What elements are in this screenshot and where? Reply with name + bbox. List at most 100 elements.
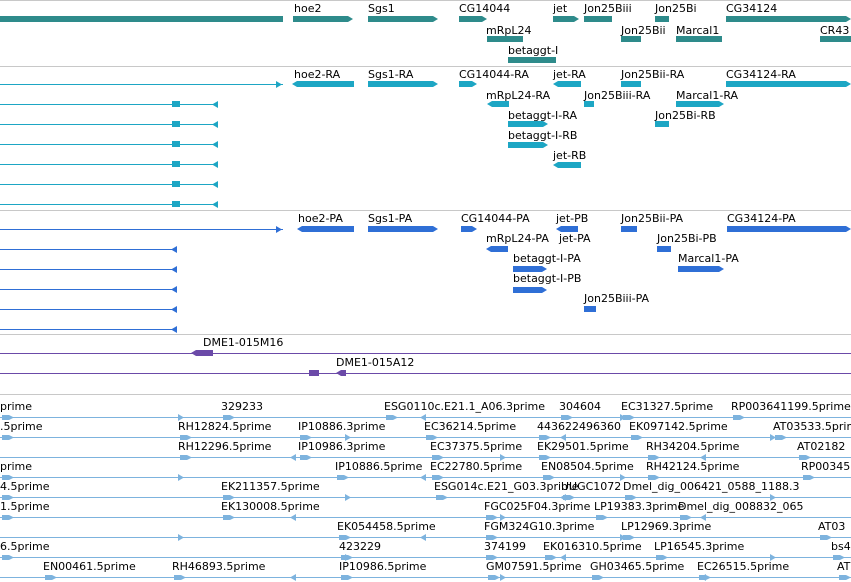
feature-label[interactable]: bs4 [831,540,851,553]
feature-glyph[interactable] [300,455,312,460]
feature-glyph[interactable] [727,226,851,232]
feature-label[interactable]: betaggt-I-PB [513,272,582,285]
feature-glyph[interactable] [584,306,596,312]
feature-glyph[interactable] [631,435,643,440]
feature-glyph[interactable] [733,415,745,420]
feature-glyph[interactable] [297,226,354,232]
feature-glyph[interactable] [553,81,581,87]
feature-glyph[interactable] [678,266,724,272]
feature-label[interactable]: betaggt-I-RB [508,129,578,142]
feature-label[interactable]: 304604 [559,400,601,413]
feature-label[interactable]: hoe2 [294,2,322,15]
feature-glyph[interactable] [625,495,637,500]
feature-label[interactable]: IP10886.3prime [298,420,386,433]
feature-glyph[interactable] [680,515,692,520]
feature-glyph[interactable] [0,16,283,22]
feature-glyph[interactable] [648,475,660,480]
feature-glyph[interactable] [539,455,551,460]
feature-label[interactable]: RH42124.5prime [646,460,740,473]
feature-glyph[interactable] [488,575,500,580]
feature-label[interactable]: EK016310.5prime [543,540,642,553]
feature-label[interactable]: AT03533.5prime [773,420,851,433]
feature-glyph[interactable] [803,475,815,480]
feature-label[interactable]: RH46893.5prime [172,560,266,573]
feature-label[interactable]: CG34124-RA [726,68,796,81]
feature-glyph[interactable] [655,121,669,127]
feature-label[interactable]: 423229 [339,540,381,553]
feature-label[interactable]: EC22780.5prime [430,460,523,473]
feature-label[interactable]: Jon25Bii-RA [621,68,685,81]
feature-glyph[interactable] [545,555,557,560]
feature-label[interactable]: Jon25Biii-PA [584,292,650,305]
feature-label[interactable]: Marcal1 [676,24,720,37]
feature-glyph[interactable] [648,455,660,460]
feature-label[interactable]: EN08504.5prime [541,460,634,473]
feature-label[interactable]: LP16545.3prime [654,540,745,553]
feature-glyph[interactable] [461,226,477,232]
feature-glyph[interactable] [584,101,594,107]
feature-label[interactable]: RP00345 [801,460,851,473]
feature-glyph[interactable] [172,181,180,187]
feature-glyph[interactable] [596,515,608,520]
feature-glyph[interactable] [839,575,851,580]
feature-label[interactable]: 374199 [484,540,526,553]
feature-glyph[interactable] [386,415,398,420]
feature-label[interactable]: Marcal1-PA [678,252,739,265]
feature-glyph[interactable] [172,201,180,207]
feature-label[interactable]: betaggt-I-RA [508,109,577,122]
feature-label[interactable]: 1.5prime [0,500,50,513]
feature-label[interactable]: betaggt-I-PA [513,252,581,265]
feature-glyph[interactable] [508,142,548,148]
feature-label[interactable]: betaggt-I [508,44,559,57]
feature-glyph[interactable] [368,226,438,232]
feature-glyph[interactable] [513,266,547,272]
feature-label[interactable]: AT [837,560,851,573]
feature-glyph[interactable] [556,226,578,232]
feature-label[interactable]: Sgs1-PA [368,212,413,225]
feature-glyph[interactable] [655,16,669,22]
feature-label[interactable]: RH12296.5prime [178,440,272,453]
feature-label[interactable]: ESG014c.E21_G03.3prime [434,480,579,493]
feature-label[interactable]: EC36214.5prime [424,420,517,433]
feature-label[interactable]: CR43 [820,24,850,37]
feature-glyph[interactable] [799,455,811,460]
feature-glyph[interactable] [486,555,498,560]
feature-label[interactable]: GM07591.5prime [486,560,582,573]
feature-glyph[interactable] [508,121,548,127]
feature-glyph[interactable] [553,162,581,168]
feature-label[interactable]: RP003641199.5prime [731,400,851,413]
feature-label[interactable]: Dmel_dig_006421_0588_1188.3 [623,480,800,493]
feature-glyph[interactable] [436,495,448,500]
feature-glyph[interactable] [172,161,180,167]
feature-glyph[interactable] [223,415,235,420]
feature-glyph[interactable] [368,81,438,87]
feature-label[interactable]: EK211357.5prime [221,480,320,493]
feature-label[interactable]: RH12824.5prime [178,420,272,433]
feature-label[interactable]: DME1-015M16 [203,336,284,349]
feature-glyph[interactable] [426,435,438,440]
feature-glyph[interactable] [486,246,508,252]
feature-glyph[interactable] [341,575,353,580]
feature-label[interactable]: ESG0110c.E21.1_A06.3prime [384,400,545,413]
feature-label[interactable]: EN00461.5prime [43,560,136,573]
feature-glyph[interactable] [309,370,319,376]
feature-glyph[interactable] [657,246,671,252]
feature-label[interactable]: hoe2-RA [294,68,341,81]
feature-glyph[interactable] [833,555,845,560]
feature-glyph[interactable] [621,226,637,232]
feature-label[interactable]: .5prime [0,420,43,433]
feature-label[interactable]: EC37375.5prime [430,440,523,453]
feature-label[interactable]: IP10986.5prime [339,560,427,573]
feature-glyph[interactable] [293,16,353,22]
feature-label[interactable]: CG14044 [459,2,511,15]
feature-glyph[interactable] [191,350,213,356]
feature-label[interactable]: jet-PA [559,232,591,245]
feature-label[interactable]: FGC025F04.3prime [484,500,591,513]
feature-label[interactable]: CG14044-RA [459,68,529,81]
feature-glyph[interactable] [486,535,498,540]
feature-label[interactable]: hoe2-PA [298,212,343,225]
feature-glyph[interactable] [508,57,556,63]
feature-glyph[interactable] [563,495,575,500]
feature-label[interactable]: 6.5prime [0,540,50,553]
feature-label[interactable]: DME1-015A12 [336,356,415,369]
